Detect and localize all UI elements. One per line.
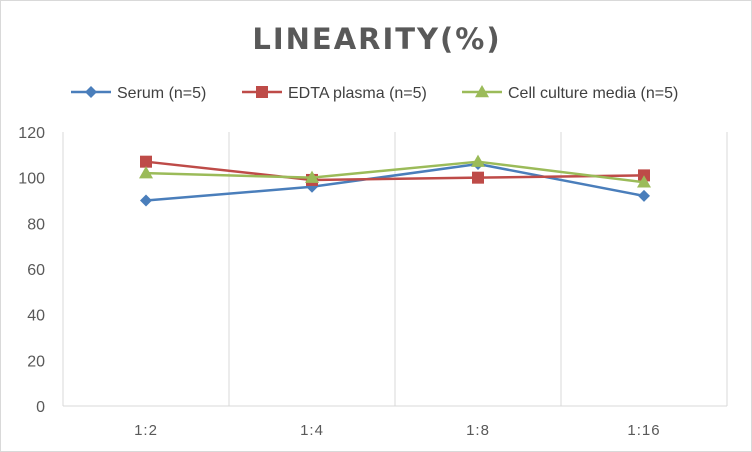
x-tick-label: 1:16 — [627, 422, 660, 439]
legend-marker — [256, 86, 268, 98]
data-point — [638, 189, 650, 202]
y-tick-label: 120 — [18, 125, 45, 142]
y-tick-label: 20 — [27, 353, 45, 370]
data-point — [305, 170, 319, 183]
data-point — [140, 194, 152, 207]
y-tick-label: 40 — [27, 308, 45, 325]
x-tick-label: 1:4 — [300, 422, 324, 439]
series-lines — [139, 154, 651, 207]
legend-item: Serum (n=5) — [71, 85, 206, 102]
series-line — [145, 160, 645, 182]
legend-marker — [85, 86, 97, 98]
legend-item: EDTA plasma (n=5) — [242, 85, 427, 102]
legend-label: EDTA plasma (n=5) — [288, 85, 427, 102]
series-line — [145, 162, 645, 202]
series-3 — [139, 154, 651, 188]
legend-marker — [475, 85, 489, 98]
x-axis-ticks: 1:2 1:4 1:8 1:16 — [134, 422, 660, 439]
legend-item: Cell culture media (n=5) — [462, 85, 678, 102]
chart-title: LINEARITY(%) — [252, 22, 501, 56]
data-point — [637, 175, 651, 188]
data-point — [140, 155, 152, 168]
data-point — [472, 171, 484, 184]
y-tick-label: 0 — [36, 399, 45, 416]
y-tick-label: 60 — [27, 262, 45, 279]
y-axis-ticks: 0 20 40 60 80 100 120 — [18, 125, 45, 416]
series-line — [145, 160, 645, 184]
legend: Serum (n=5) EDTA plasma (n=5) Cell culture… — [71, 85, 678, 102]
data-point — [139, 166, 153, 179]
data-point — [471, 154, 485, 167]
x-tick-label: 1:2 — [134, 422, 158, 439]
y-tick-label: 100 — [18, 171, 45, 188]
x-tick-label: 1:8 — [466, 422, 490, 439]
y-tick-label: 80 — [27, 216, 45, 233]
legend-label: Cell culture media (n=5) — [508, 85, 678, 102]
series-2 — [140, 155, 650, 186]
legend-label: Serum (n=5) — [117, 85, 206, 102]
